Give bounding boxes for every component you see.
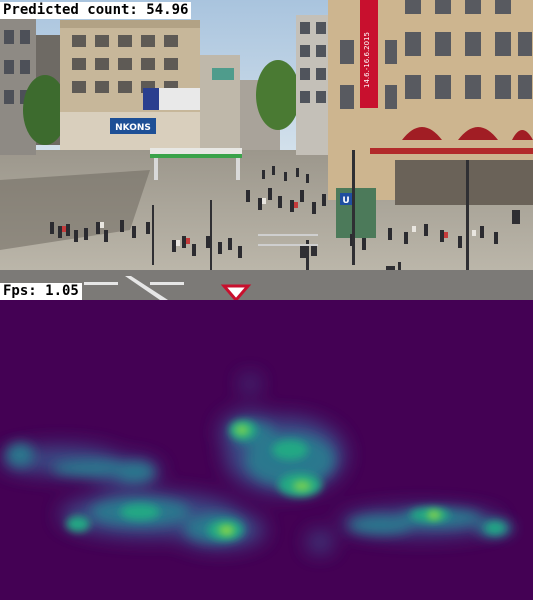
store-sign-text: NKONS (115, 123, 151, 133)
street-scene: NKONS (0, 0, 533, 300)
camera-frame: NKONS (0, 0, 533, 300)
store-sign (110, 118, 156, 134)
density-heatmap (0, 300, 533, 600)
density-map-canvas (0, 300, 533, 600)
yield-sign (220, 284, 252, 300)
ubahn-sign-text: U (342, 196, 349, 206)
tall-banner-text: 14.6.-16.6.2015 (363, 32, 371, 88)
predicted-count-label: Predicted count: 54.96 (0, 2, 192, 19)
right-center-building (296, 15, 330, 155)
fps-label: Fps: 1.05 (0, 283, 82, 300)
crowd-people (50, 166, 498, 258)
tall-banner (360, 0, 378, 108)
